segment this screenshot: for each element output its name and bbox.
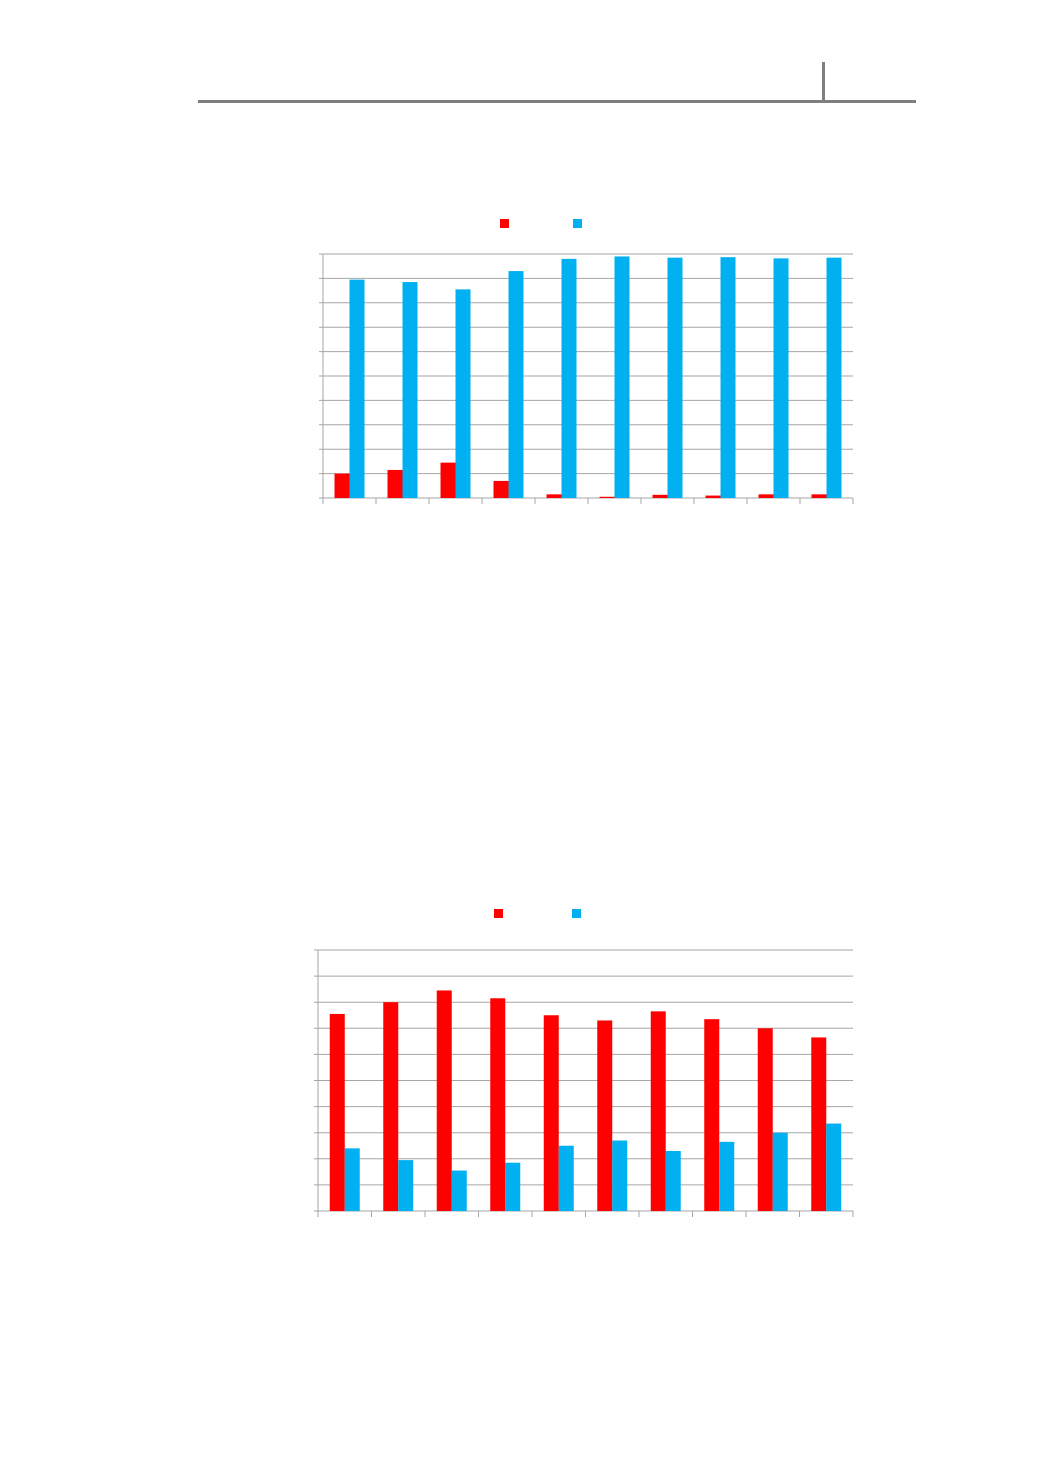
chart-2-series-2-bar bbox=[505, 1162, 521, 1211]
chart-1-series-1-bar bbox=[546, 494, 562, 498]
chart-2-legend-marker-1 bbox=[494, 909, 503, 918]
chart-2-series-1-bar bbox=[650, 1011, 666, 1211]
chart-1-series-2-bar bbox=[349, 279, 365, 498]
chart-1-series-1-bar bbox=[652, 494, 668, 498]
chart-1-series-2-bar bbox=[667, 257, 683, 498]
chart-1-series-2-bar bbox=[561, 258, 577, 498]
chart-2-series-1-bar bbox=[436, 990, 452, 1211]
chart-2-legend-marker-2 bbox=[572, 909, 581, 918]
chart-1-series-1-bar bbox=[334, 473, 350, 498]
chart-1-series-1-bar bbox=[599, 496, 615, 498]
chart-2-series-2-bar bbox=[772, 1132, 788, 1211]
chart-1-series-2-bar bbox=[402, 282, 418, 498]
chart-2-series-1-bar bbox=[597, 1020, 613, 1211]
chart-2-series-2-bar bbox=[558, 1145, 574, 1211]
chart-1-series-1-bar bbox=[811, 494, 827, 498]
chart-2-series-2-bar bbox=[719, 1141, 735, 1211]
chart-1-series-1-bar bbox=[758, 494, 774, 498]
chart-1-series-2-bar bbox=[773, 258, 789, 498]
chart-2-series-1-bar bbox=[329, 1013, 345, 1211]
chart-2-series-2-bar bbox=[344, 1148, 360, 1211]
chart-2-series-2-bar bbox=[826, 1123, 842, 1211]
chart-1-legend-marker-1 bbox=[500, 219, 509, 228]
chart-1-series-2-bar bbox=[614, 256, 630, 498]
chart-2-series-2-bar bbox=[451, 1170, 467, 1211]
chart-1-legend-marker-2 bbox=[573, 219, 582, 228]
chart-2-series-2-bar bbox=[612, 1140, 628, 1211]
chart-2-series-2-bar bbox=[665, 1150, 681, 1211]
chart-1-series-2-bar bbox=[508, 271, 524, 498]
chart-1-series-2-bar bbox=[826, 257, 842, 498]
chart-2-series-1-bar bbox=[704, 1019, 720, 1211]
chart-2-series-2-bar bbox=[398, 1160, 414, 1211]
chart-2-series-1-bar bbox=[811, 1037, 827, 1211]
chart-2-series-1-bar bbox=[543, 1015, 559, 1211]
chart-1-series-1-bar bbox=[440, 462, 456, 498]
chart-1-series-1-bar bbox=[493, 480, 509, 498]
chart-1-series-2-bar bbox=[720, 257, 736, 498]
chart-1-series-1-bar bbox=[705, 495, 721, 498]
chart-2-series-1-bar bbox=[757, 1028, 773, 1211]
header-tick bbox=[822, 62, 825, 102]
chart-1-series-1-bar bbox=[387, 469, 403, 498]
chart-1-series-2-bar bbox=[455, 289, 471, 498]
header-rule bbox=[198, 100, 916, 103]
chart-2-series-1-bar bbox=[383, 1002, 399, 1211]
chart-2-series-1-bar bbox=[490, 998, 506, 1211]
